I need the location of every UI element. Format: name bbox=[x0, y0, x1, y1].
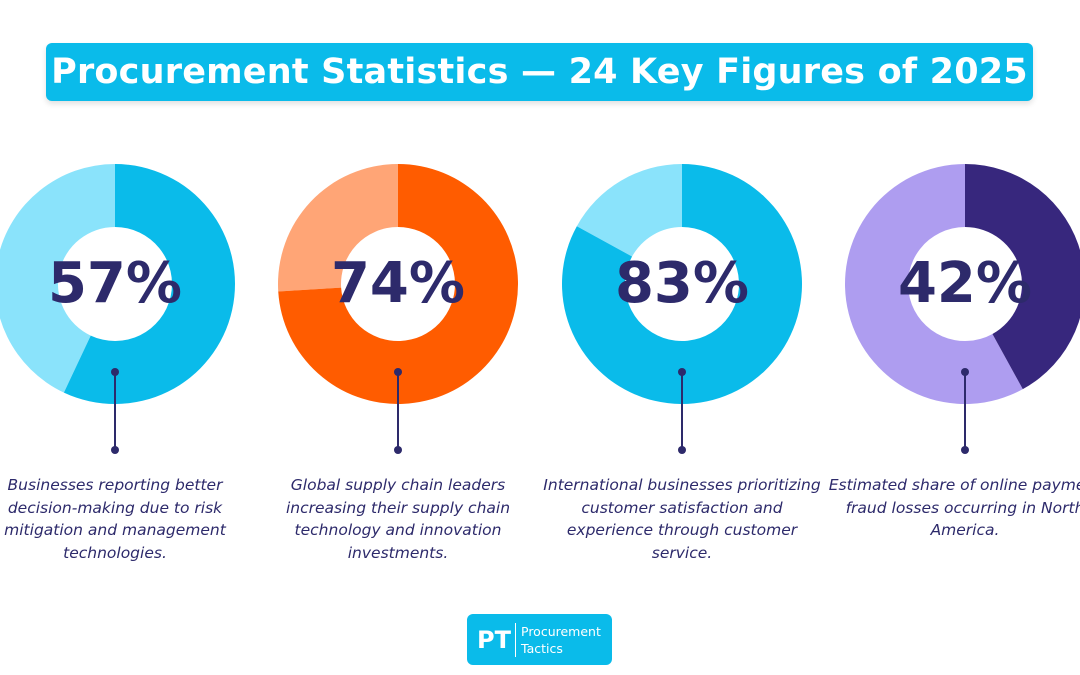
logo-mark: PT bbox=[477, 625, 511, 654]
connector-line-4 bbox=[964, 374, 966, 452]
donut-chart-3 bbox=[562, 162, 802, 406]
donut-slice-remainder-3 bbox=[576, 164, 682, 257]
donut-slice-value-4 bbox=[965, 164, 1080, 390]
stat-value-3: 83% bbox=[614, 251, 750, 316]
connector-dot-top-3 bbox=[678, 368, 686, 376]
procurement-tactics-logo: PT Procurement Tactics bbox=[467, 614, 612, 665]
donut-svg-3 bbox=[562, 164, 802, 404]
stat-value-1: 57% bbox=[47, 251, 183, 316]
connector-dot-top-4 bbox=[961, 368, 969, 376]
connector-line-2 bbox=[397, 374, 399, 452]
title-banner: Procurement Statistics — 24 Key Figures … bbox=[46, 43, 1033, 101]
logo-wordmark: Procurement Tactics bbox=[521, 623, 601, 657]
stat-description-1: Businesses reporting better decision-mak… bbox=[4, 476, 226, 562]
connector-dot-bottom-2 bbox=[394, 446, 402, 454]
connector-dot-bottom-4 bbox=[961, 446, 969, 454]
stat-value-4: 42% bbox=[897, 251, 1033, 316]
donut-slice-remainder-1 bbox=[0, 164, 115, 393]
stat-card-4: 42% Estimated share of online payment fr… bbox=[829, 162, 1080, 582]
page-title: Procurement Statistics — 24 Key Figures … bbox=[51, 52, 1028, 92]
connector-dot-bottom-3 bbox=[678, 446, 686, 454]
logo-divider bbox=[515, 622, 516, 657]
donut-slice-remainder-4 bbox=[845, 164, 1023, 404]
stat-card-1: 57% Businesses reporting better decision… bbox=[0, 162, 235, 582]
donut-svg-1 bbox=[0, 164, 235, 404]
donut-slice-value-3 bbox=[562, 164, 802, 404]
stat-card-3: 83% International businesses prioritizin… bbox=[543, 162, 821, 582]
donut-svg-4 bbox=[845, 164, 1080, 404]
donut-slice-value-2 bbox=[278, 164, 518, 404]
donut-chart-1 bbox=[0, 162, 235, 406]
connector-dot-top-2 bbox=[394, 368, 402, 376]
donut-svg-2 bbox=[278, 164, 518, 404]
stat-description-3: International businesses prioritizing cu… bbox=[543, 476, 821, 562]
donut-chart-2 bbox=[278, 162, 518, 406]
donut-slice-value-1 bbox=[63, 164, 235, 404]
connector-line-1 bbox=[114, 374, 116, 452]
donut-chart-4 bbox=[845, 162, 1080, 406]
stat-description-4: Estimated share of online payment fraud … bbox=[828, 476, 1080, 539]
connector-dot-top-1 bbox=[111, 368, 119, 376]
stat-value-2: 74% bbox=[330, 251, 466, 316]
logo-line-2: Tactics bbox=[521, 640, 563, 656]
connector-dot-bottom-1 bbox=[111, 446, 119, 454]
connector-line-3 bbox=[681, 374, 683, 452]
stat-description-2: Global supply chain leaders increasing t… bbox=[285, 476, 511, 562]
logo-line-1: Procurement bbox=[521, 623, 601, 639]
donut-slice-remainder-2 bbox=[278, 164, 398, 292]
stat-card-2: 74% Global supply chain leaders increasi… bbox=[278, 162, 518, 582]
